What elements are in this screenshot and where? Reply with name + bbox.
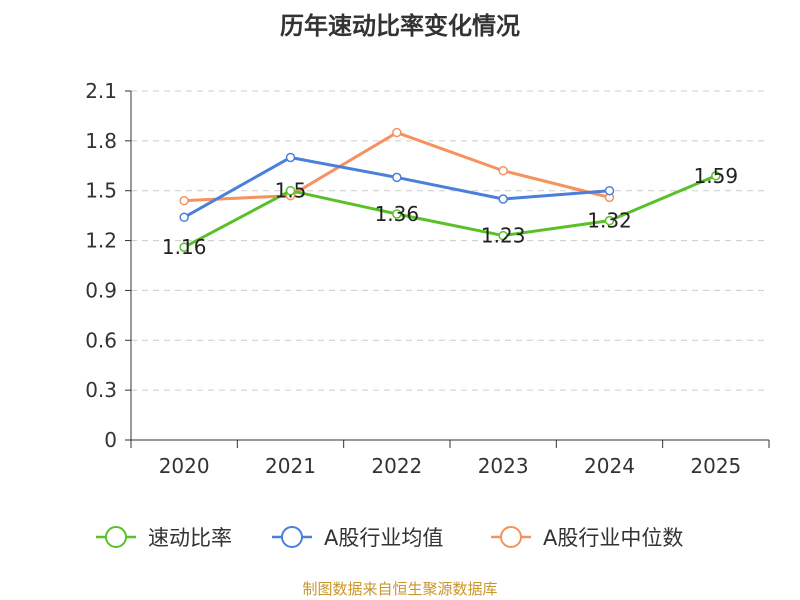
- legend-marker-0: [105, 526, 127, 548]
- legend-marker-2: [500, 526, 522, 548]
- point-s1-2021: [285, 152, 296, 163]
- x-tick-label-2023: 2023: [478, 454, 529, 478]
- y-tick-label-4: 1.2: [85, 229, 117, 253]
- y-tick-label-5: 1.5: [85, 179, 117, 203]
- data-label-2025: 1.59: [694, 164, 739, 188]
- data-labels: 1.16 1.5 1.36 1.23 1.32 1.59: [162, 164, 738, 259]
- y-tick-label-7: 2.1: [85, 79, 117, 103]
- data-label-2020: 1.16: [162, 235, 207, 259]
- y-tick-label-6: 1.8: [85, 129, 117, 153]
- point-s1-2024: [604, 185, 615, 196]
- x-tick-label-2020: 2020: [159, 454, 210, 478]
- legend-marker-1: [281, 526, 303, 548]
- axes: 0 0.3 0.6 0.9 1.2 1.5 1.8 2.1 2020 2021 2022 2023 20…: [85, 79, 770, 478]
- data-label-2022: 1.36: [375, 202, 420, 226]
- point-s2-2022: [392, 127, 402, 138]
- x-tick-label-2021: 2021: [265, 454, 316, 478]
- point-s0-2021: [285, 185, 296, 196]
- x-tick-label-2024: 2024: [584, 454, 635, 478]
- point-s2-2020: [179, 195, 189, 206]
- point-s1-2023: [498, 194, 508, 204]
- y-tick-label-3: 0.9: [85, 278, 117, 302]
- grid-lines: [131, 90, 769, 391]
- series-lines: [179, 127, 721, 252]
- point-s1-2022: [392, 172, 402, 183]
- chart-title: 历年速动比率变化情况: [280, 12, 520, 40]
- legend-label-1: A股行业均值: [324, 526, 443, 550]
- point-s0-2025: [711, 171, 721, 181]
- point-s0-2020: [179, 242, 189, 252]
- point-s0-2024: [604, 215, 615, 226]
- point-s0-2023: [498, 230, 508, 241]
- y-tick-label-2: 0.6: [85, 328, 117, 352]
- data-label-2021: 1.5: [275, 179, 307, 203]
- legend-label-2: A股行业中位数: [543, 526, 683, 550]
- legend: 速动比率 A股行业均值 A股行业中位数: [96, 526, 683, 550]
- data-label-2023: 1.23: [481, 224, 526, 248]
- y-tick-label-1: 0.3: [85, 378, 117, 402]
- legend-label-0: 速动比率: [148, 526, 232, 550]
- point-s1-2020: [179, 212, 189, 223]
- x-tick-label-2025: 2025: [690, 454, 741, 478]
- data-label-2024: 1.32: [587, 209, 632, 233]
- source-note: 制图数据来自恒生聚源数据库: [302, 580, 498, 598]
- point-s2-2023: [498, 166, 508, 176]
- x-tick-label-2022: 2022: [371, 454, 422, 478]
- point-s0-2022: [392, 209, 402, 219]
- y-tick-label-0: 0: [104, 428, 117, 452]
- series-line-0: [183, 174, 717, 249]
